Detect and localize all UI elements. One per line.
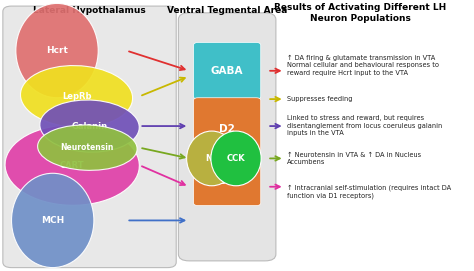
- Text: Suppresses feeding: Suppresses feeding: [287, 96, 352, 102]
- FancyBboxPatch shape: [193, 43, 261, 99]
- Ellipse shape: [40, 100, 139, 152]
- Text: ↑ Intracranial self-stimulation (requires intact DA
function via D1 receptors): ↑ Intracranial self-stimulation (require…: [287, 184, 451, 199]
- Text: D1: D1: [219, 176, 235, 186]
- Text: Results of Activating Different LH
Neuron Populations: Results of Activating Different LH Neuro…: [274, 4, 447, 23]
- Text: D2: D2: [219, 124, 235, 134]
- Text: GABA: GABA: [211, 66, 243, 76]
- Ellipse shape: [20, 66, 133, 127]
- Ellipse shape: [211, 131, 261, 186]
- Text: LepRb: LepRb: [62, 92, 91, 101]
- FancyBboxPatch shape: [193, 98, 261, 161]
- Ellipse shape: [187, 131, 237, 186]
- FancyBboxPatch shape: [3, 6, 176, 267]
- Text: Neurotensin: Neurotensin: [61, 143, 114, 152]
- Text: Ventral Tegmental Area: Ventral Tegmental Area: [167, 6, 287, 15]
- Ellipse shape: [5, 125, 139, 205]
- Ellipse shape: [16, 4, 98, 98]
- Text: NT: NT: [205, 154, 218, 163]
- Ellipse shape: [37, 125, 137, 170]
- Text: Lateral Hypothalamus: Lateral Hypothalamus: [33, 6, 146, 15]
- Text: CART: CART: [60, 161, 84, 170]
- Text: Galanin: Galanin: [72, 122, 108, 131]
- Ellipse shape: [11, 173, 94, 267]
- Text: ↑ Neurotensin in VTA & ↑ DA in Nucleus
Accumbens: ↑ Neurotensin in VTA & ↑ DA in Nucleus A…: [287, 152, 421, 165]
- FancyBboxPatch shape: [193, 156, 261, 206]
- Text: Linked to stress and reward, but requires
disentanglement from locus coeruleus g: Linked to stress and reward, but require…: [287, 115, 442, 136]
- Text: Hcrt: Hcrt: [46, 46, 68, 55]
- Text: CCK: CCK: [227, 154, 246, 163]
- Text: MCH: MCH: [41, 216, 64, 225]
- Text: ↑ DA firing & glutamate transmission in VTA
Normal cellular and behavioural resp: ↑ DA firing & glutamate transmission in …: [287, 55, 439, 76]
- FancyBboxPatch shape: [178, 13, 276, 261]
